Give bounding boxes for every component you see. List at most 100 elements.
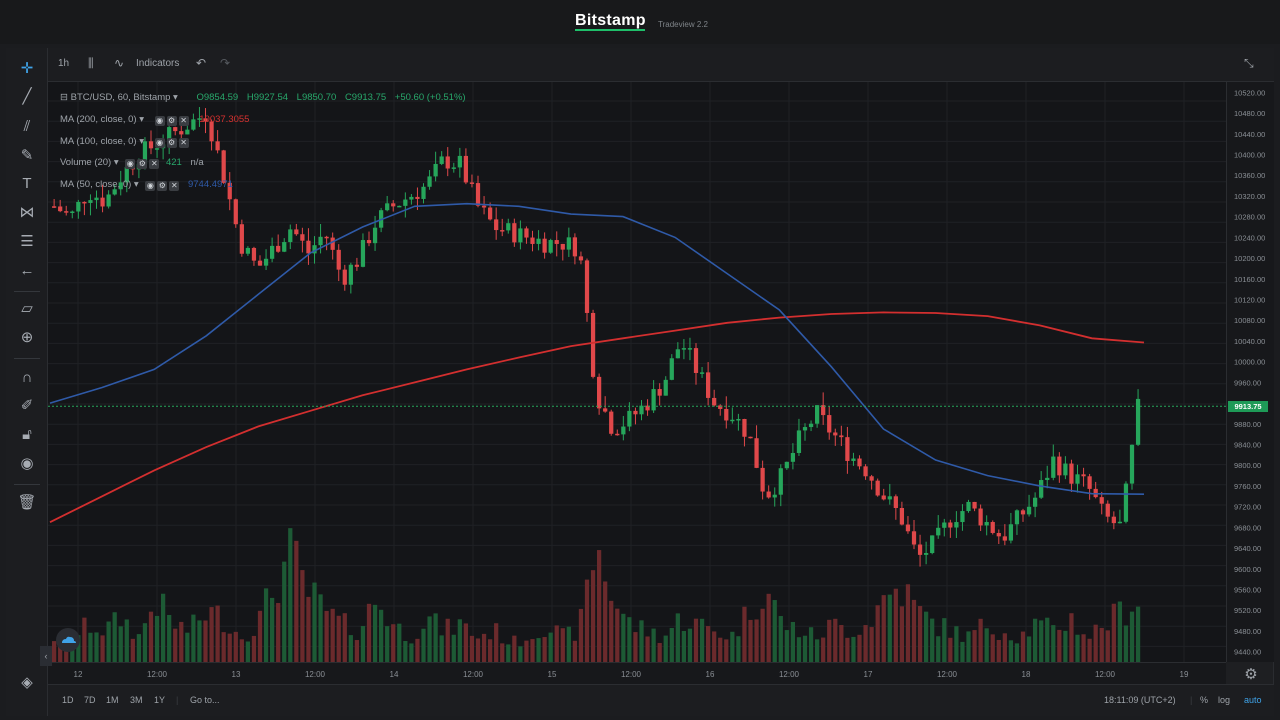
left-toolbar: ✛ ╱ ⫽ ✎ T ⋈ ☰ ← ▱ ⊕ ∩ ✐ 🔓︎ ◉ 🗑︎ ◈ xyxy=(6,48,48,716)
candle-body xyxy=(948,522,953,528)
time-tick-label: 16 xyxy=(706,670,715,679)
eye-icon[interactable]: ◉ xyxy=(20,455,34,472)
time-tick-label: 12 xyxy=(74,670,83,679)
brush-icon[interactable]: ✎ xyxy=(20,147,34,164)
volume-bar xyxy=(796,637,802,662)
candle-body xyxy=(1099,497,1104,504)
volume-bar xyxy=(318,594,323,662)
close-icon[interactable]: ✕ xyxy=(169,181,180,191)
pattern-icon[interactable]: ⋈ xyxy=(19,204,35,221)
chart-area[interactable] xyxy=(48,82,1226,662)
volume-label[interactable]: Volume (20) xyxy=(60,157,112,168)
candle-body xyxy=(790,452,796,462)
percent-toggle[interactable]: % xyxy=(1200,695,1209,705)
ruler-icon[interactable]: ▱ xyxy=(21,300,33,317)
volume-bar xyxy=(451,634,456,662)
trend-line-icon[interactable]: ╱ xyxy=(22,88,32,105)
gear-icon[interactable]: ⚙ xyxy=(166,116,177,126)
volume-bar xyxy=(1020,631,1026,662)
chevron-down-icon[interactable]: ▾ xyxy=(113,157,119,168)
cloud-logo-icon[interactable] xyxy=(56,628,80,652)
volume-bar xyxy=(415,638,420,662)
gear-icon[interactable]: ⚙ xyxy=(137,159,148,169)
candle-body xyxy=(815,405,820,424)
auto-toggle[interactable]: auto xyxy=(1244,695,1262,705)
clock-label[interactable]: 18:11:09 (UTC+2) xyxy=(1104,695,1176,705)
undo-icon[interactable]: ↶ xyxy=(196,56,207,70)
zoom-in-icon[interactable]: ⊕ xyxy=(20,329,34,346)
chevron-down-icon[interactable]: ▾ xyxy=(173,92,178,103)
range-1m-button[interactable]: 1M xyxy=(106,695,119,705)
time-tick-label: 12:00 xyxy=(779,670,800,679)
magnet-icon[interactable]: ∩ xyxy=(21,369,33,386)
eye-icon[interactable]: ◉ xyxy=(154,116,165,126)
time-tick-label: 17 xyxy=(864,670,873,679)
symbol-label[interactable]: BTC/USD, 60, Bitstamp xyxy=(70,92,171,103)
volume-bar xyxy=(1099,627,1104,662)
candle-type-icon[interactable]: ⫼ xyxy=(88,56,94,70)
price-chart[interactable] xyxy=(48,82,1226,662)
volume-bar xyxy=(1063,630,1068,662)
ma50-label[interactable]: MA (50, close, 0) xyxy=(60,179,132,190)
fib-icon[interactable]: ⫽ xyxy=(23,118,31,135)
close-icon[interactable]: ✕ xyxy=(178,138,189,148)
volume-bar xyxy=(954,626,959,662)
indicators-icon[interactable]: ∿ xyxy=(114,56,125,70)
candle-body xyxy=(645,405,650,411)
volume-bar xyxy=(1014,643,1020,662)
price-axis[interactable]: 10520.00 10480.00 10440.00 10400.00 10360.00… xyxy=(1226,82,1274,662)
candle-body xyxy=(1057,456,1062,476)
range-1y-button[interactable]: 1Y xyxy=(154,695,166,705)
chevron-left-icon[interactable]: ‹ xyxy=(40,646,52,666)
close-icon[interactable]: ✕ xyxy=(149,159,160,169)
ma200-label[interactable]: MA (200, close, 0) xyxy=(60,114,137,125)
gear-icon[interactable]: ⚙ xyxy=(157,181,168,191)
candle-body xyxy=(845,437,850,461)
chevron-down-icon[interactable]: ▾ xyxy=(133,179,139,190)
candle-body xyxy=(1020,510,1026,515)
arrow-left-icon[interactable]: ← xyxy=(19,262,35,279)
candle-body xyxy=(167,127,172,145)
volume-bar xyxy=(996,639,1001,662)
eye-icon[interactable]: ◉ xyxy=(154,138,165,148)
range-7d-button[interactable]: 7D xyxy=(84,695,96,705)
text-icon[interactable]: T xyxy=(22,175,32,192)
lock-icon[interactable]: 🔓︎ xyxy=(22,426,32,443)
settings-gear-icon[interactable]: ⚙ xyxy=(1244,666,1258,683)
chevron-down-icon[interactable]: ▾ xyxy=(139,114,144,125)
volume-bar xyxy=(118,626,123,662)
close-icon[interactable]: ✕ xyxy=(178,116,189,126)
eye-icon[interactable]: ◉ xyxy=(125,159,136,169)
eye-icon[interactable]: ◉ xyxy=(145,181,156,191)
collapse-legend-icon[interactable]: ⊟ xyxy=(60,92,68,103)
crosshair-icon[interactable]: ✛ xyxy=(20,60,34,77)
interval-button[interactable]: 1h xyxy=(58,58,70,69)
candle-body xyxy=(603,408,608,412)
time-axis[interactable]: 12 12:00 13 12:00 14 12:00 15 12:00 16 12:00 17 12:… xyxy=(48,662,1226,684)
volume-bar xyxy=(718,637,723,662)
price-tick-label: 9960.00 xyxy=(1234,378,1261,387)
indicators-button[interactable]: Indicators xyxy=(136,58,180,69)
log-toggle[interactable]: log xyxy=(1218,695,1231,705)
range-3m-button[interactable]: 3M xyxy=(130,695,143,705)
fullscreen-icon[interactable]: ⤡ xyxy=(1244,56,1254,70)
lock-draw-icon[interactable]: ✐ xyxy=(20,397,34,414)
candle-body xyxy=(566,237,571,250)
volume-bar xyxy=(251,635,257,662)
gear-icon[interactable]: ⚙ xyxy=(166,138,177,148)
volume-bar xyxy=(821,637,826,662)
forecast-icon[interactable]: ☰ xyxy=(20,233,34,250)
goto-button[interactable]: Go to... xyxy=(190,695,220,705)
candle-body xyxy=(421,186,426,199)
candle-body xyxy=(330,237,335,250)
candle-body xyxy=(724,408,729,421)
trash-icon[interactable]: 🗑︎ xyxy=(17,494,37,511)
range-1d-button[interactable]: 1D xyxy=(62,695,74,705)
layers-icon[interactable]: ◈ xyxy=(21,674,33,691)
ma100-label[interactable]: MA (100, close, 0) xyxy=(60,136,137,147)
candle-body xyxy=(76,201,81,212)
brand-logo[interactable]: Bitstamp xyxy=(575,12,646,29)
chevron-down-icon[interactable]: ▾ xyxy=(139,136,144,147)
volume-bar xyxy=(712,631,717,662)
redo-icon[interactable]: ↷ xyxy=(220,56,231,70)
